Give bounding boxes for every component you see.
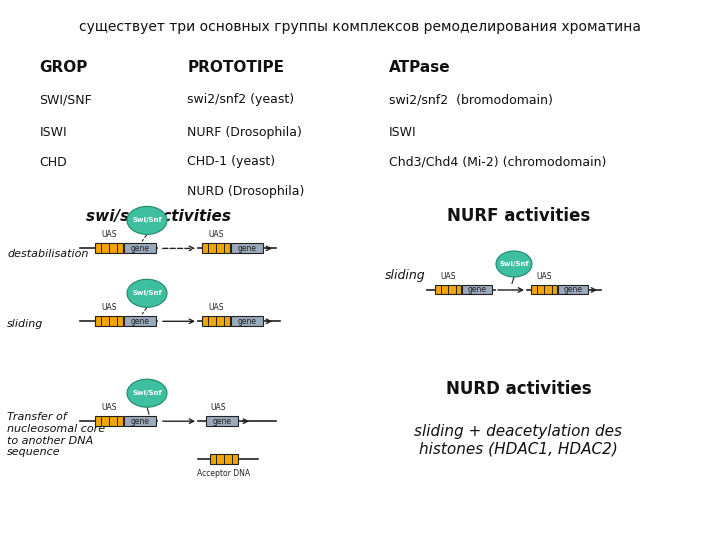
Ellipse shape — [127, 206, 167, 234]
Text: gene: gene — [130, 417, 150, 426]
Text: UAS: UAS — [208, 303, 224, 312]
Text: UAS: UAS — [210, 403, 226, 412]
Text: UAS: UAS — [102, 303, 117, 312]
Ellipse shape — [127, 279, 167, 307]
Text: ISWI: ISWI — [389, 126, 416, 139]
Bar — [210, 454, 238, 464]
Bar — [206, 416, 238, 426]
Bar — [435, 286, 461, 294]
Bar — [231, 316, 263, 326]
Text: SWI/SNF: SWI/SNF — [40, 93, 92, 106]
Text: swi2/snf2 (yeast): swi2/snf2 (yeast) — [187, 93, 294, 106]
Bar — [124, 416, 156, 426]
Text: Transfer of
nucleosomal core
to another DNA
sequence: Transfer of nucleosomal core to another … — [7, 413, 105, 457]
Text: Chd3/Chd4 (Mi-2) (chromodomain): Chd3/Chd4 (Mi-2) (chromodomain) — [389, 156, 606, 168]
Text: существует три основных группы комплексов ремоделирования хроматина: существует три основных группы комплексо… — [79, 20, 641, 34]
Text: NURF (Drosophila): NURF (Drosophila) — [187, 126, 302, 139]
Text: gene: gene — [467, 286, 487, 294]
Bar — [231, 244, 263, 253]
Text: Swi/Snf: Swi/Snf — [132, 390, 162, 396]
Ellipse shape — [496, 251, 532, 277]
Text: gene: gene — [238, 244, 256, 253]
Text: CHD: CHD — [40, 156, 68, 168]
Bar — [531, 286, 557, 294]
Text: Swi/Snf: Swi/Snf — [132, 218, 162, 224]
Bar — [558, 286, 588, 294]
Text: PROTOTIPE: PROTOTIPE — [187, 60, 284, 75]
Bar — [124, 316, 156, 326]
Text: Acceptor DNA: Acceptor DNA — [197, 469, 251, 478]
Bar — [124, 244, 156, 253]
Bar — [95, 244, 123, 253]
Text: CHD-1 (yeast): CHD-1 (yeast) — [187, 156, 275, 168]
Text: sliding: sliding — [385, 269, 426, 282]
Text: UAS: UAS — [102, 403, 117, 412]
Text: GROP: GROP — [40, 60, 88, 75]
Text: Swi/Snf: Swi/Snf — [499, 261, 528, 267]
Text: Swi/Snf: Swi/Snf — [132, 291, 162, 296]
Text: ISWI: ISWI — [40, 126, 67, 139]
Bar — [202, 316, 230, 326]
Text: UAS: UAS — [102, 231, 117, 239]
Text: UAS: UAS — [536, 273, 552, 281]
Text: swi2/snf2  (bromodomain): swi2/snf2 (bromodomain) — [389, 93, 553, 106]
Bar — [95, 416, 123, 426]
Text: gene: gene — [212, 417, 232, 426]
Text: NURF activities: NURF activities — [447, 207, 590, 225]
Text: NURD activities: NURD activities — [446, 380, 591, 398]
Text: NURD (Drosophila): NURD (Drosophila) — [187, 185, 305, 198]
Text: ATPase: ATPase — [389, 60, 451, 75]
Text: sliding + deacetylation des
histones (HDAC1, HDAC2): sliding + deacetylation des histones (HD… — [415, 424, 622, 456]
Text: gene: gene — [130, 244, 150, 253]
Text: swi/snf activities: swi/snf activities — [86, 208, 231, 224]
Text: gene: gene — [564, 286, 582, 294]
Bar — [462, 286, 492, 294]
Text: UAS: UAS — [440, 273, 456, 281]
Ellipse shape — [127, 379, 167, 407]
Bar — [95, 316, 123, 326]
Text: gene: gene — [238, 317, 256, 326]
Text: UAS: UAS — [208, 231, 224, 239]
Text: sliding: sliding — [7, 319, 44, 329]
Text: gene: gene — [130, 317, 150, 326]
Bar — [202, 244, 230, 253]
Text: destabilisation: destabilisation — [7, 249, 89, 259]
